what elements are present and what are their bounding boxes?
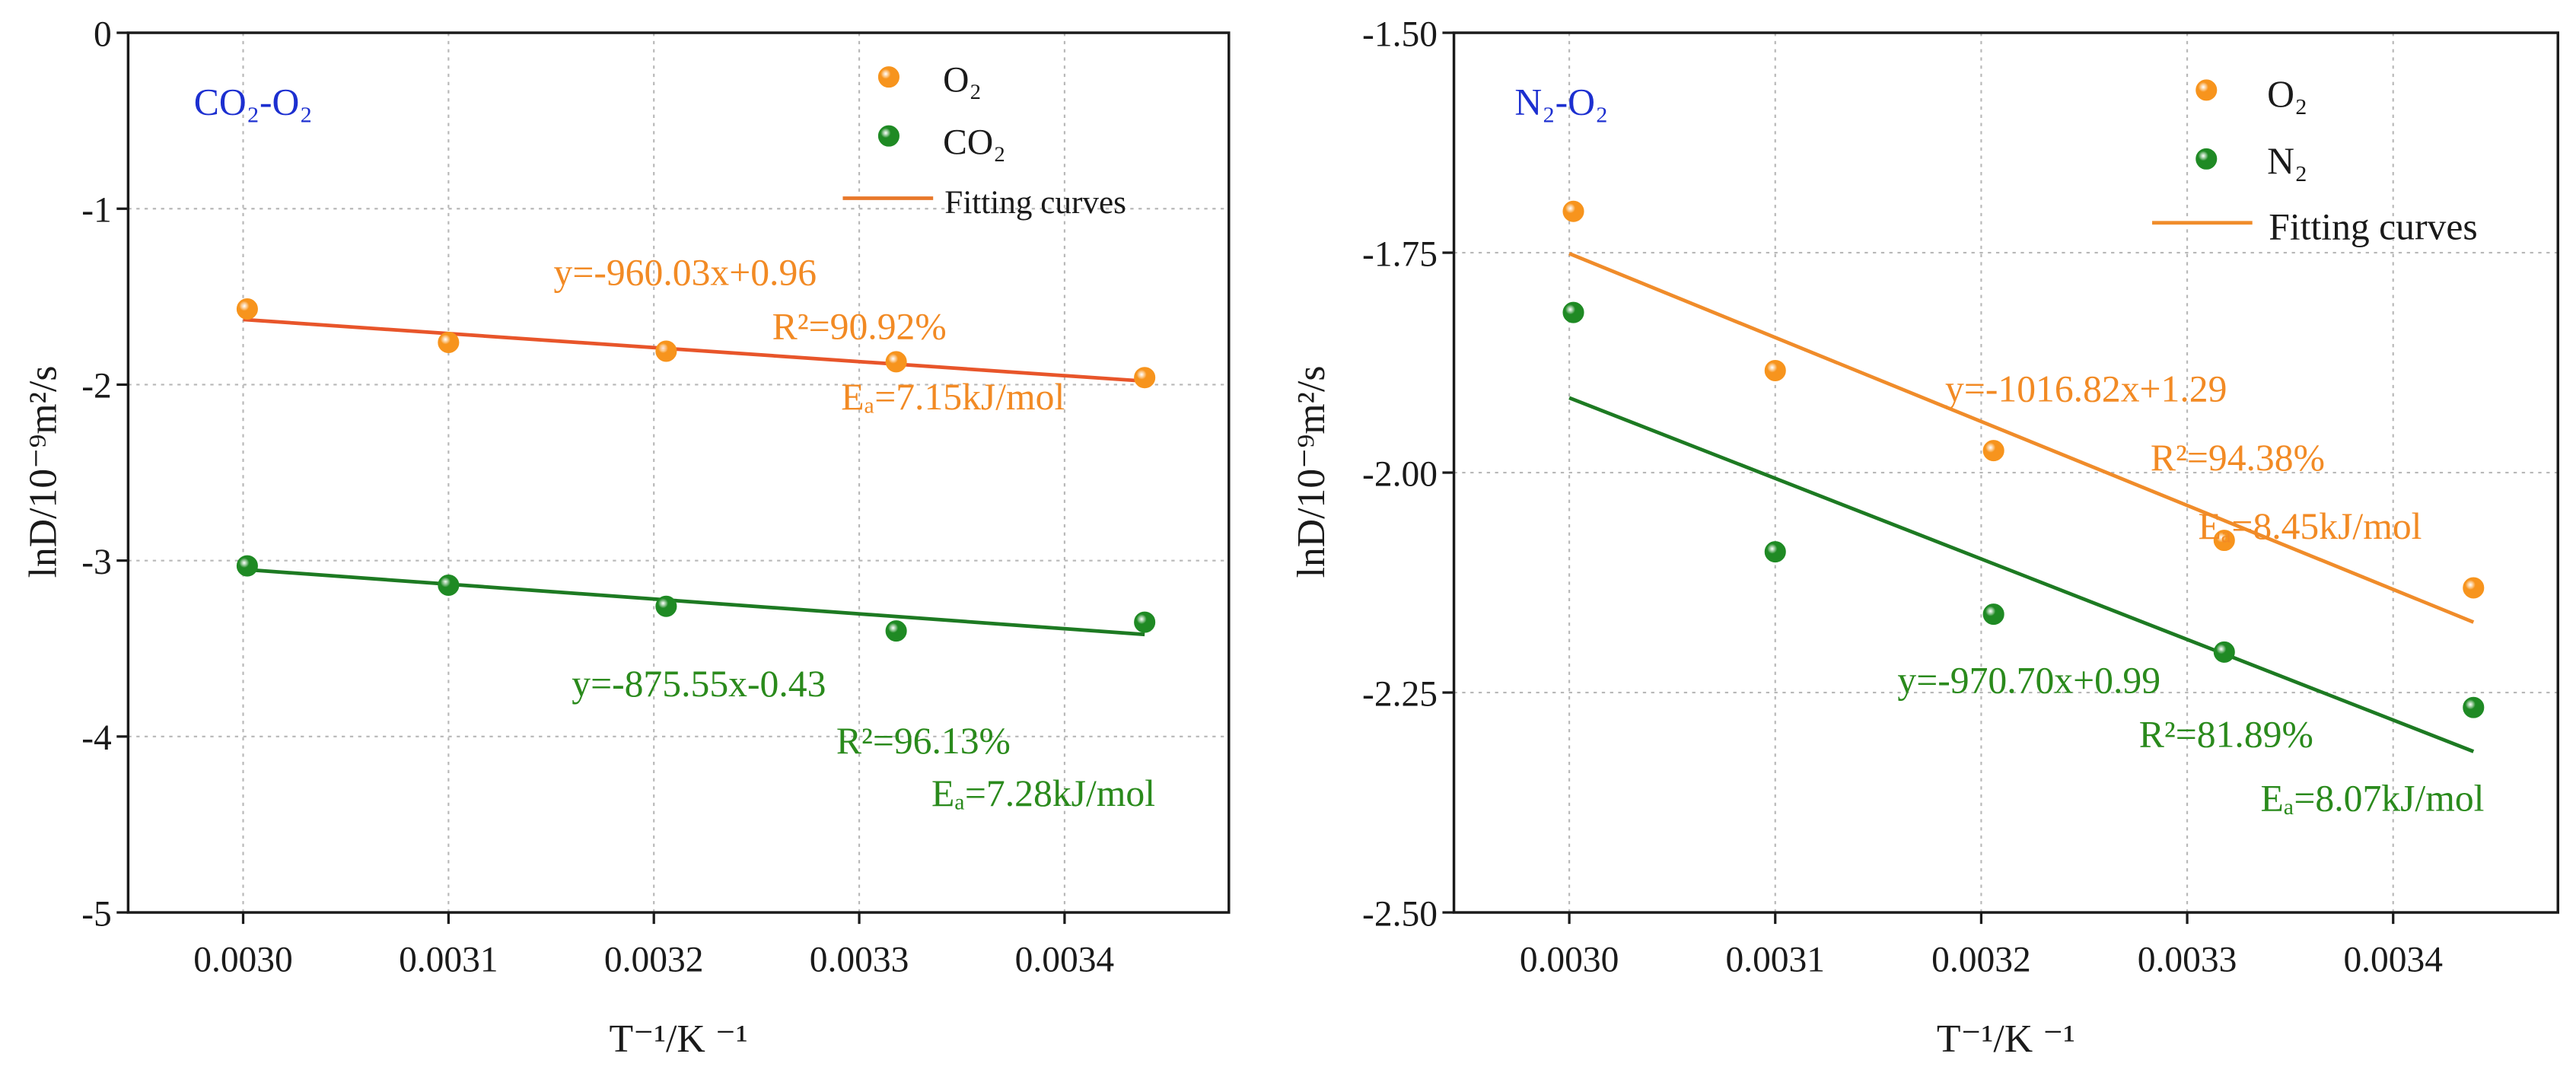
fitting-curves (1568, 252, 2475, 753)
y-tick-label: -1 (81, 191, 112, 231)
legend-marker-o (2195, 79, 2218, 101)
o2-fit-equation: y=-960.03x+0.96 (554, 252, 817, 294)
x-tick-label: 0.0033 (810, 941, 909, 980)
n2-fit-equation: y=-970.70x+0.99 (1897, 660, 2160, 702)
y-axis-label: lnD/10⁻⁹m²/s (21, 366, 65, 578)
y-tick-label: -2.00 (1362, 454, 1438, 494)
o2-fit-r2: R²=90.92% (772, 306, 947, 348)
ticks: 0.0030 0.0031 0.0032 0.0033 0.0034 0 -1 -2 -3 -4 -… (81, 14, 1114, 979)
legend-symbols (2152, 79, 2253, 225)
legend-marker-n (2195, 148, 2218, 170)
o2-activation-energy: Eₐ=8.45kJ/mol (2198, 505, 2422, 547)
legend-label-o2: O₂ (2267, 73, 2307, 115)
legend-label-n2: N₂ (2267, 140, 2307, 182)
data-points (1562, 200, 2485, 718)
data-point-n (2463, 696, 2485, 718)
y-tick-label: -4 (81, 718, 112, 758)
x-tick-label: 0.0034 (1015, 941, 1115, 980)
co2-fit-equation: y=-875.55x-0.43 (572, 663, 826, 705)
fit-line-co (243, 567, 1145, 637)
legend-label-fitting-curves: Fitting curves (944, 185, 1126, 221)
x-axis-label: T⁻¹/K ⁻¹ (1937, 1017, 2075, 1061)
x-tick-label: 0.0033 (2138, 941, 2237, 980)
fit-line-o (1568, 252, 2475, 624)
y-tick-label: -2.50 (1362, 894, 1438, 934)
data-point-co (438, 575, 460, 597)
y-axis-label: lnD/10⁻⁹m²/s (1290, 366, 1333, 578)
y-tick-label: -1.50 (1362, 14, 1438, 54)
data-point-co (885, 620, 907, 642)
co2-fit-r2: R²=96.13% (836, 720, 1011, 762)
chart-n2-o2: 0.0030 0.0031 0.0032 0.0033 0.0034 -1.50 -1.75… (1290, 14, 2559, 1061)
data-point-o (438, 331, 460, 353)
chart-title: N₂-O₂ (1514, 81, 1608, 123)
y-tick-label: -5 (81, 894, 112, 934)
data-point-o (1764, 359, 1786, 381)
x-tick-label: 0.0031 (399, 941, 498, 980)
y-tick-label: -2.25 (1362, 674, 1438, 714)
plot-frame (126, 31, 1231, 914)
data-point-n (1562, 301, 1584, 323)
o2-fit-equation: y=-1016.82x+1.29 (1945, 368, 2227, 409)
x-tick-label: 0.0032 (604, 941, 704, 980)
legend: O₂ N₂ Fitting curves (2152, 73, 2478, 247)
ticks: 0.0030 0.0031 0.0032 0.0033 0.0034 -1.50 -1.75… (1362, 14, 2443, 979)
legend-label-co2: CO₂ (943, 123, 1006, 162)
x-tick-label: 0.0032 (1931, 941, 2031, 980)
legend: O₂ CO₂ Fitting curves (842, 61, 1126, 221)
data-point-n (1982, 603, 2004, 626)
n2-fit-r2: R²=81.89% (2139, 714, 2313, 756)
n2-activation-energy: Eₐ=8.07kJ/mol (2261, 778, 2485, 820)
y-tick-label: -2 (81, 367, 112, 406)
x-tick-label: 0.0030 (1520, 941, 1619, 980)
data-point-o (1134, 367, 1156, 389)
data-points (236, 298, 1156, 642)
data-point-o (236, 298, 258, 320)
legend-symbols (842, 66, 934, 200)
data-point-n (1764, 541, 1786, 563)
o2-fit-r2: R²=94.38% (2151, 437, 2325, 479)
x-tick-label: 0.0034 (2343, 941, 2443, 980)
co2-activation-energy: Eₐ=7.28kJ/mol (931, 772, 1155, 814)
y-tick-label: 0 (94, 14, 112, 54)
x-tick-label: 0.0031 (1725, 941, 1825, 980)
data-point-o (2213, 530, 2235, 552)
chart-title: CO₂-O₂ (194, 81, 313, 123)
data-point-o (1982, 440, 2004, 462)
o2-activation-energy: Eₐ=7.15kJ/mol (841, 376, 1065, 418)
x-tick-label: 0.0030 (193, 941, 293, 980)
data-point-o (655, 340, 677, 362)
data-point-o (1562, 200, 1584, 222)
legend-label-o2: O₂ (943, 61, 982, 100)
y-tick-label: -1.75 (1362, 234, 1438, 274)
chart-co2-o2: 0.0030 0.0031 0.0032 0.0033 0.0034 0 -1 -2 -3 -4 -… (21, 14, 1231, 1061)
data-point-co (1134, 611, 1156, 633)
data-point-o (885, 351, 907, 373)
fit-line-o (243, 317, 1145, 384)
data-point-co (655, 595, 677, 617)
data-point-n (2213, 641, 2235, 663)
fit-line-n (1568, 396, 2475, 753)
y-tick-label: -3 (81, 543, 112, 582)
data-point-o (2463, 577, 2485, 599)
legend-label-fitting-curves: Fitting curves (2269, 205, 2477, 247)
data-point-co (236, 555, 258, 577)
x-axis-label: T⁻¹/K ⁻¹ (610, 1017, 748, 1061)
legend-marker-co (877, 125, 900, 147)
fitting-curves (243, 317, 1145, 637)
legend-marker-o (877, 66, 900, 88)
